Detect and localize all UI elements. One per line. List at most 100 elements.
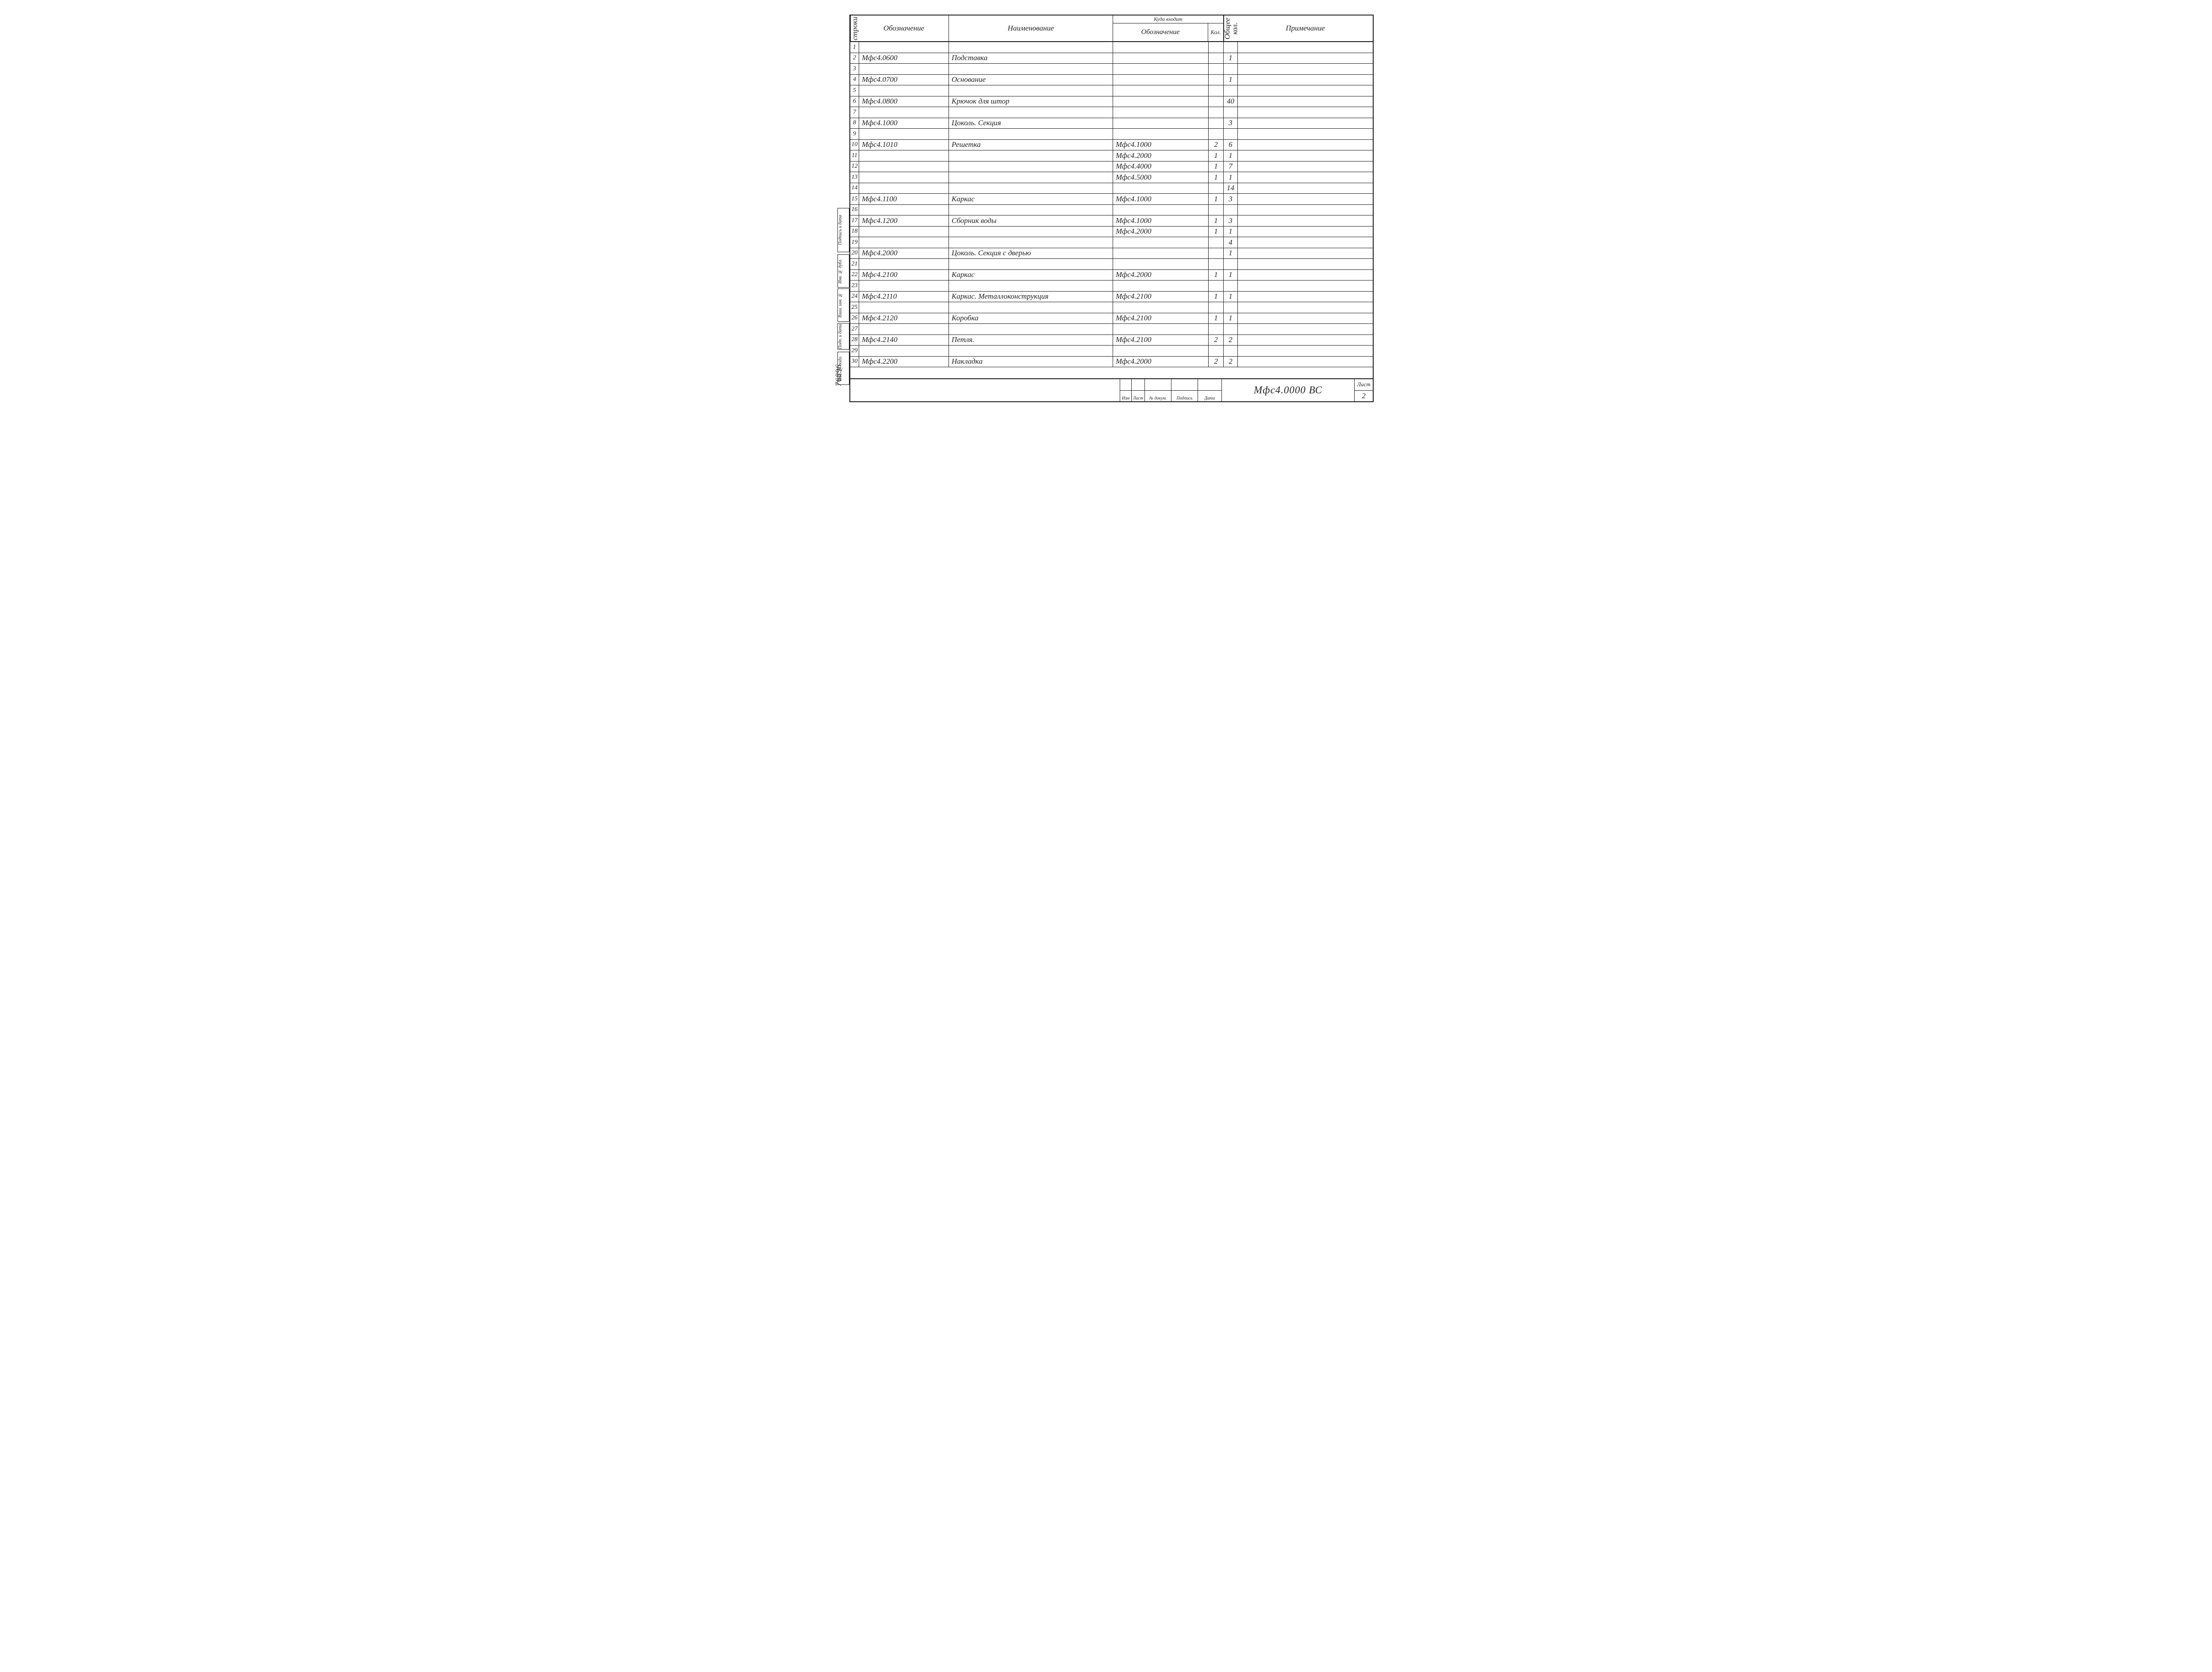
cell-kuda-kol: 1 — [1209, 270, 1224, 281]
cell-kuda-oboz — [1113, 118, 1209, 129]
table-row: 1414 — [850, 183, 1373, 194]
col-header-oboznachenie: Обозначение — [859, 15, 949, 41]
stamp-label-list: Лист — [1132, 391, 1145, 402]
col-header-kuda-top: Куда входит — [1113, 15, 1223, 23]
table-row: 28Мфс4.2140Петля.Мфс4.210022 — [850, 335, 1373, 346]
cell-oboznachenie: Мфс4.2000 — [859, 248, 949, 259]
cell-naimenovanie — [949, 281, 1113, 292]
table-row: 24Мфс4.2110Каркас. МеталлоконструкцияМфс… — [850, 292, 1373, 303]
col-header-naimenovanie: Наименование — [949, 15, 1113, 41]
cell-primechanie — [1238, 227, 1373, 238]
table-row: 25 — [850, 302, 1373, 313]
cell-row-number: 10 — [850, 140, 859, 151]
cell-kuda-kol — [1209, 129, 1224, 140]
cell-kuda-kol: 2 — [1209, 357, 1224, 368]
cell-obshee-kol: 1 — [1224, 292, 1238, 303]
cell-primechanie — [1238, 75, 1373, 86]
cell-obshee-kol: 3 — [1224, 118, 1238, 129]
cell-row-number: 8 — [850, 118, 859, 129]
cell-row-number: 3 — [850, 64, 859, 75]
cell-primechanie — [1238, 357, 1373, 368]
cell-row-number: 19 — [850, 237, 859, 248]
cell-kuda-oboz: Мфс4.2000 — [1113, 270, 1209, 281]
stamp-cell — [1171, 379, 1198, 390]
title-block: Изм Лист № докум. Подпись Дата Мфс4.0000… — [850, 378, 1373, 401]
cell-primechanie — [1238, 118, 1373, 129]
cell-kuda-oboz: Мфс4.4000 — [1113, 161, 1209, 173]
cell-naimenovanie: Крючок для штор — [949, 96, 1113, 108]
cell-primechanie — [1238, 129, 1373, 140]
stamp-label-izm: Изм — [1120, 391, 1132, 402]
cell-kuda-oboz — [1113, 302, 1209, 313]
cell-oboznachenie: Мфс4.2120 — [859, 313, 949, 324]
cell-obshee-kol: 1 — [1224, 313, 1238, 324]
table-row: 2Мфс4.0600Подставка1 — [850, 53, 1373, 64]
cell-kuda-oboz — [1113, 53, 1209, 64]
cell-naimenovanie: Цоколь. Секция — [949, 118, 1113, 129]
revision-stamp: Изм Лист № докум. Подпись Дата — [1120, 379, 1221, 401]
cell-oboznachenie — [859, 302, 949, 313]
cell-oboznachenie — [859, 64, 949, 75]
cell-naimenovanie — [949, 183, 1113, 194]
cell-kuda-kol: 1 — [1209, 313, 1224, 324]
table-row: 15Мфс4.1100КаркасМфс4.100013 — [850, 194, 1373, 205]
cell-row-number: 4 — [850, 75, 859, 86]
cell-kuda-oboz — [1113, 75, 1209, 86]
cell-primechanie — [1238, 107, 1373, 118]
cell-kuda-kol — [1209, 346, 1224, 357]
cell-naimenovanie — [949, 259, 1113, 270]
cell-oboznachenie — [859, 172, 949, 183]
cell-kuda-oboz: Мфс4.2100 — [1113, 335, 1209, 346]
table-row: 22Мфс4.2100КаркасМфс4.200011 — [850, 270, 1373, 281]
cell-obshee-kol — [1224, 64, 1238, 75]
cell-row-number: 11 — [850, 150, 859, 161]
cell-naimenovanie — [949, 346, 1113, 357]
cell-primechanie — [1238, 150, 1373, 161]
cell-kuda-oboz: Мфс4.2000 — [1113, 227, 1209, 238]
cell-primechanie — [1238, 85, 1373, 96]
cell-primechanie — [1238, 281, 1373, 292]
cell-row-number: 16 — [850, 205, 859, 216]
table-row: 29 — [850, 346, 1373, 357]
cell-kuda-kol — [1209, 205, 1224, 216]
col-header-kuda-oboz: Обозначение — [1113, 23, 1208, 41]
cell-obshee-kol: 1 — [1224, 53, 1238, 64]
cell-primechanie — [1238, 270, 1373, 281]
cell-oboznachenie: Мфс4.2140 — [859, 335, 949, 346]
cell-oboznachenie — [859, 42, 949, 53]
sheet-number: 2 — [1355, 391, 1373, 402]
cell-kuda-kol — [1209, 183, 1224, 194]
cell-naimenovanie: Решетка — [949, 140, 1113, 151]
side-label-podpis-data-1: Подпись и дата — [837, 208, 849, 252]
cell-obshee-kol — [1224, 324, 1238, 335]
table-row: 20Мфс4.2000Цоколь. Секция с дверью1 — [850, 248, 1373, 259]
cell-kuda-kol: 1 — [1209, 150, 1224, 161]
cell-naimenovanie — [949, 64, 1113, 75]
cell-row-number: 17 — [850, 215, 859, 227]
cell-row-number: 14 — [850, 183, 859, 194]
cell-row-number: 28 — [850, 335, 859, 346]
title-block-blank — [850, 379, 1120, 401]
side-label-inv-dubl: Инв. № дубл. — [837, 254, 849, 288]
cell-obshee-kol — [1224, 302, 1238, 313]
cell-primechanie — [1238, 172, 1373, 183]
cell-row-number: 23 — [850, 281, 859, 292]
cell-kuda-oboz: Мфс4.1000 — [1113, 215, 1209, 227]
cell-kuda-kol: 1 — [1209, 172, 1224, 183]
table-row: 7 — [850, 107, 1373, 118]
cell-primechanie — [1238, 161, 1373, 173]
cell-obshee-kol — [1224, 129, 1238, 140]
cell-kuda-oboz — [1113, 64, 1209, 75]
cell-oboznachenie — [859, 237, 949, 248]
cell-obshee-kol: 1 — [1224, 172, 1238, 183]
cell-kuda-kol — [1209, 42, 1224, 53]
stamp-cell — [1120, 379, 1132, 390]
side-label-podpis-data-2: Подп. и дата — [837, 323, 849, 350]
cell-row-number: 22 — [850, 270, 859, 281]
cell-row-number: 1 — [850, 42, 859, 53]
stamp-label-ndokum: № докум. — [1145, 391, 1171, 402]
cell-row-number: 21 — [850, 259, 859, 270]
cell-naimenovanie — [949, 227, 1113, 238]
cell-obshee-kol: 1 — [1224, 150, 1238, 161]
table-row: 26Мфс4.2120КоробкаМфс4.210011 — [850, 313, 1373, 324]
